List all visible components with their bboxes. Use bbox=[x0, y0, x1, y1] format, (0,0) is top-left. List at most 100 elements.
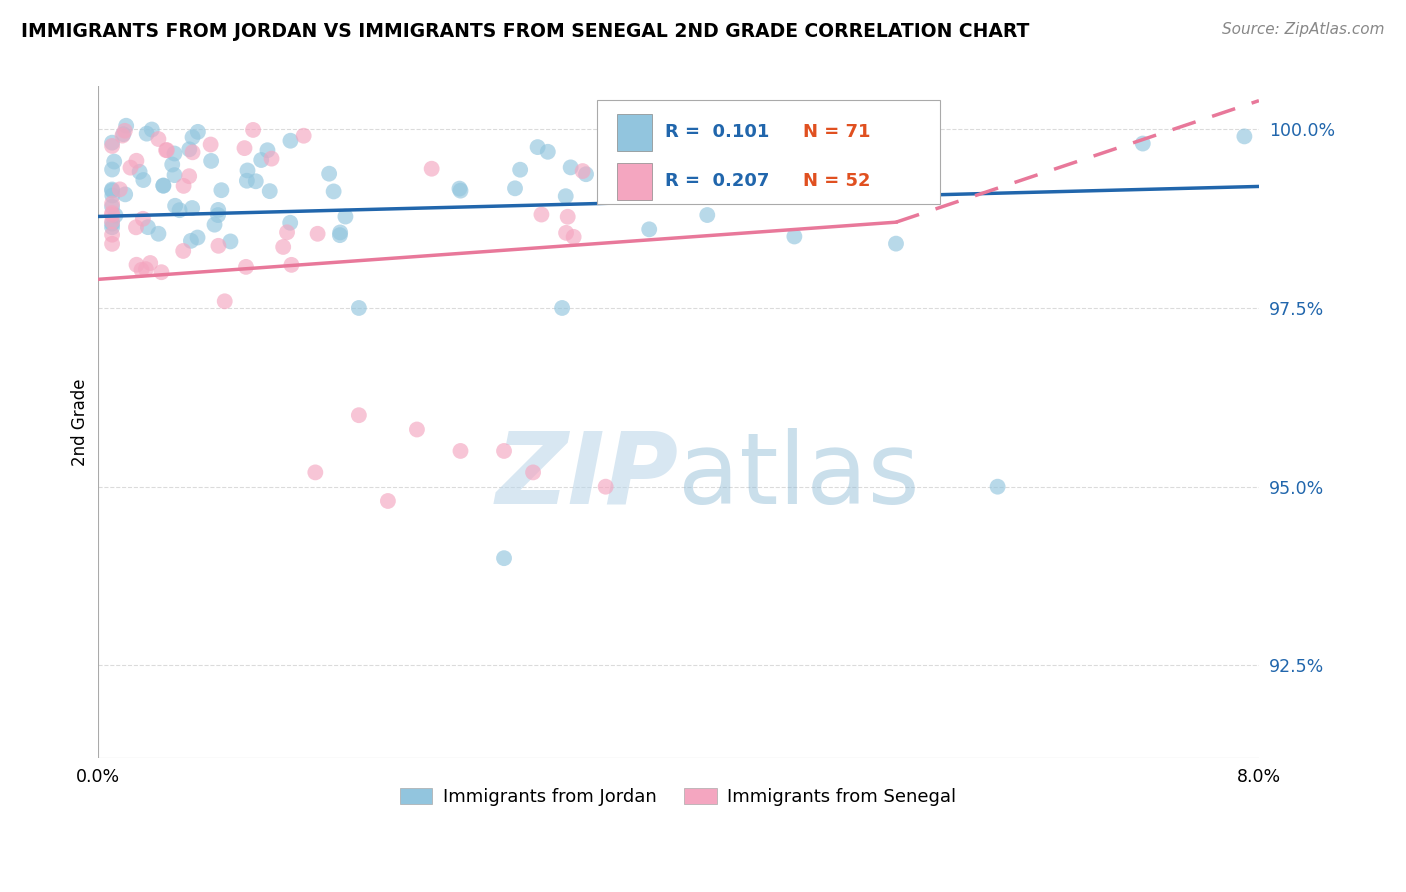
Point bbox=[449, 181, 471, 195]
Point bbox=[236, 174, 259, 188]
Point bbox=[207, 202, 229, 217]
Point bbox=[335, 210, 357, 224]
Point bbox=[120, 161, 142, 175]
Point bbox=[173, 178, 195, 193]
Point bbox=[114, 124, 136, 138]
Point bbox=[103, 154, 125, 169]
Point bbox=[571, 164, 593, 178]
Text: Source: ZipAtlas.com: Source: ZipAtlas.com bbox=[1222, 22, 1385, 37]
Point bbox=[420, 161, 443, 176]
Point bbox=[250, 153, 273, 167]
Point bbox=[128, 165, 150, 179]
Point bbox=[101, 184, 124, 198]
Point bbox=[503, 181, 526, 195]
Point bbox=[318, 167, 340, 181]
Point bbox=[132, 173, 155, 187]
Point bbox=[242, 123, 264, 137]
Point bbox=[492, 444, 515, 458]
Point bbox=[450, 444, 472, 458]
Point bbox=[152, 178, 174, 193]
Point bbox=[292, 128, 315, 143]
Text: N = 52: N = 52 bbox=[803, 172, 870, 190]
Point bbox=[595, 480, 617, 494]
Point bbox=[101, 200, 124, 214]
Point bbox=[132, 211, 155, 226]
Text: R =  0.101: R = 0.101 bbox=[665, 123, 770, 142]
Text: ZIP: ZIP bbox=[495, 427, 678, 524]
Point bbox=[696, 208, 718, 222]
Point bbox=[181, 145, 204, 160]
Point bbox=[207, 208, 229, 222]
Point bbox=[236, 163, 259, 178]
Point bbox=[101, 188, 124, 202]
Point bbox=[160, 157, 183, 171]
Point bbox=[152, 178, 174, 193]
Point bbox=[101, 208, 124, 222]
Point bbox=[560, 161, 582, 175]
Point bbox=[135, 127, 157, 141]
Point bbox=[115, 119, 138, 133]
Point bbox=[526, 140, 548, 154]
Bar bbox=[617, 114, 651, 151]
Point bbox=[150, 265, 173, 279]
Point bbox=[259, 184, 281, 198]
Point bbox=[148, 227, 170, 241]
Point bbox=[235, 260, 257, 274]
Point bbox=[135, 262, 157, 277]
Point bbox=[551, 301, 574, 315]
Point bbox=[181, 130, 204, 145]
Point bbox=[987, 480, 1010, 494]
Point bbox=[554, 189, 576, 203]
Point bbox=[377, 494, 399, 508]
FancyBboxPatch shape bbox=[598, 100, 939, 204]
Point bbox=[307, 227, 329, 241]
Point bbox=[169, 203, 191, 218]
Point bbox=[101, 206, 124, 220]
Point bbox=[522, 466, 544, 480]
Point bbox=[200, 153, 222, 168]
Legend: Immigrants from Jordan, Immigrants from Senegal: Immigrants from Jordan, Immigrants from … bbox=[392, 780, 963, 814]
Point bbox=[187, 125, 209, 139]
Point bbox=[101, 214, 124, 228]
Point bbox=[101, 220, 124, 235]
Point bbox=[186, 230, 208, 244]
Point bbox=[530, 208, 553, 222]
Point bbox=[783, 229, 806, 244]
Point bbox=[214, 294, 236, 309]
Point bbox=[139, 256, 162, 270]
Point bbox=[322, 185, 344, 199]
Point bbox=[125, 153, 148, 168]
Point bbox=[555, 226, 578, 240]
Point bbox=[492, 551, 515, 566]
Point bbox=[200, 137, 222, 152]
Point bbox=[179, 169, 201, 184]
Point bbox=[329, 226, 352, 240]
Point bbox=[245, 174, 267, 188]
Point bbox=[101, 139, 124, 153]
Point bbox=[204, 218, 226, 232]
Point bbox=[304, 466, 326, 480]
Point bbox=[575, 167, 598, 181]
Point bbox=[1132, 136, 1154, 151]
Point bbox=[276, 225, 298, 239]
Point bbox=[209, 183, 232, 197]
Point bbox=[537, 145, 560, 159]
Point bbox=[278, 216, 301, 230]
Point bbox=[101, 236, 124, 251]
Point bbox=[450, 184, 472, 198]
Point bbox=[111, 128, 134, 143]
Point bbox=[101, 196, 124, 211]
Text: N = 71: N = 71 bbox=[803, 123, 870, 142]
Point bbox=[884, 236, 907, 251]
Point bbox=[271, 240, 294, 254]
Text: atlas: atlas bbox=[678, 427, 920, 524]
Point bbox=[131, 263, 153, 277]
Text: R =  0.207: R = 0.207 bbox=[665, 172, 770, 190]
Point bbox=[125, 220, 148, 235]
Point bbox=[148, 132, 170, 146]
Point bbox=[509, 162, 531, 177]
Point bbox=[172, 244, 194, 258]
Point bbox=[101, 162, 124, 177]
Point bbox=[155, 143, 177, 157]
Point bbox=[112, 127, 135, 141]
